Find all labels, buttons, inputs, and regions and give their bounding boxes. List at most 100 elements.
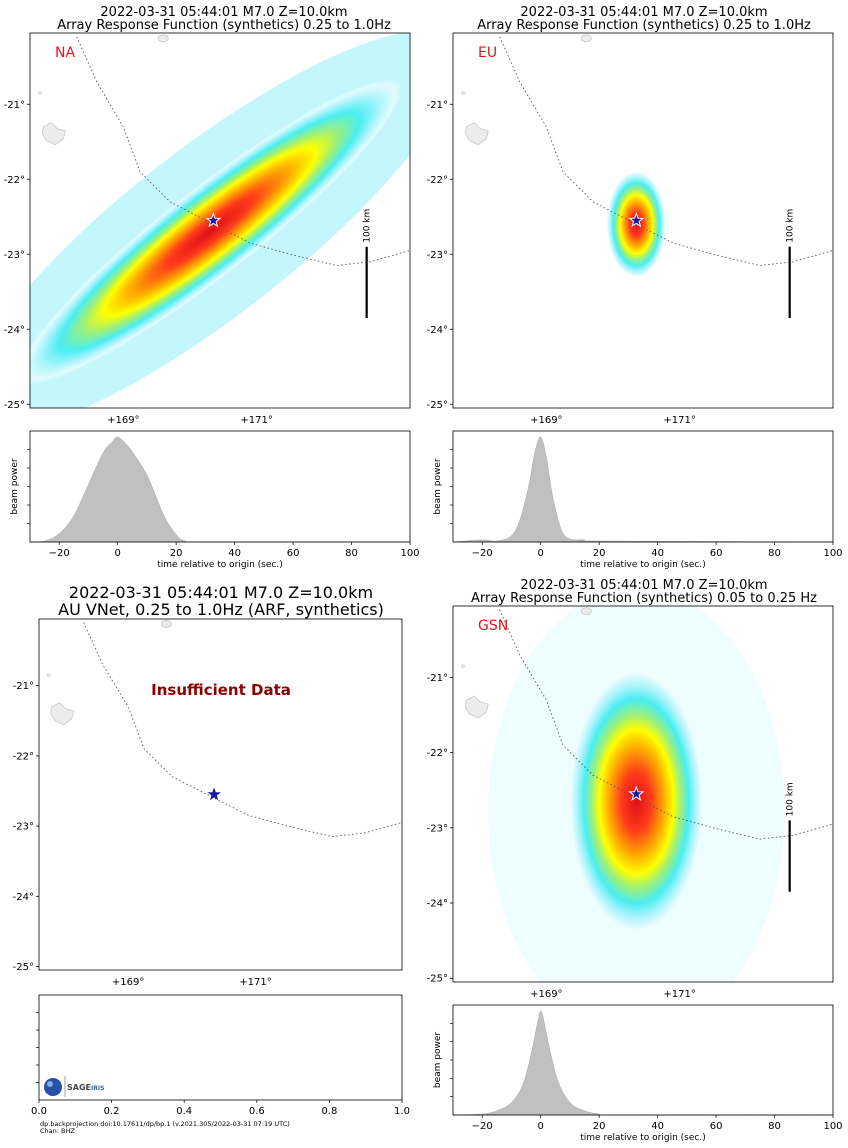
- island-shape: [461, 91, 465, 95]
- beam-x-label: time relative to origin (sec.): [157, 560, 282, 570]
- epicenter-star: [628, 785, 645, 801]
- beam-power-area: [452, 1010, 833, 1116]
- beam-power-area: [29, 436, 410, 543]
- beam-x-tick-label: 40: [651, 1121, 664, 1132]
- panel-title-line2: AU VNet, 0.25 to 1.0Hz (ARF, synthetics): [58, 600, 384, 619]
- array-response-heatmap: [30, 79, 402, 385]
- insufficient-data-label: Insufficient Data: [151, 681, 291, 699]
- map-frame: [29, 32, 411, 409]
- epicenter-star: [628, 212, 645, 228]
- lat-tick-label: -22°: [4, 175, 25, 186]
- island-shape: [160, 620, 172, 628]
- empty-x-tick-label: 0.0: [31, 1106, 47, 1117]
- lat-tick-label: -24°: [4, 325, 25, 336]
- epicenter-star: [207, 787, 221, 801]
- beam-x-tick-label: 100: [823, 548, 842, 559]
- panel-na: 2022-03-31 05:44:01 M7.0 Z=10.0km Array …: [4, 5, 420, 570]
- beam-x-tick-label: 20: [593, 548, 606, 559]
- plate-boundary-line: [499, 609, 833, 840]
- beam-power-plot: −20 0 20 40 60 80 100 beam power time relative t…: [10, 430, 420, 570]
- beam-x-tick-label: 100: [823, 1121, 842, 1132]
- lat-tick-label: -22°: [427, 175, 448, 186]
- sage-logo: SAGE IRIS: [44, 1076, 104, 1097]
- panel-gsn: 2022-03-31 05:44:01 M7.0 Z=10.0km Array …: [427, 578, 843, 1143]
- region-label: NA: [55, 45, 75, 61]
- lon-tick-label: +169°: [107, 415, 139, 426]
- beam-x-tick-label: 0: [538, 1121, 544, 1132]
- beam-x-label: time relative to origin (sec.): [580, 560, 705, 570]
- lat-tick-label: -21°: [13, 681, 34, 692]
- lon-tick-label: +171°: [663, 989, 695, 1000]
- panel-title-line2: Array Response Function (synthetics) 0.2…: [477, 18, 811, 33]
- beam-x-tick-label: 0: [538, 548, 544, 559]
- beam-x-tick-label: 80: [768, 1121, 781, 1132]
- empty-x-tick-label: 1.0: [394, 1106, 410, 1117]
- beam-x-tick-label: 20: [593, 1121, 606, 1132]
- region-label: EU: [478, 45, 497, 61]
- beam-x-tick-label: 0: [115, 548, 121, 559]
- beam-x-tick-label: 60: [287, 548, 300, 559]
- island-shape: [38, 91, 42, 95]
- lat-tick-label: -24°: [427, 899, 448, 910]
- map-panel: 100 km -21° -22° -23° -24° -25° +169° +171° GSN: [427, 605, 834, 1000]
- lat-tick-label: -25°: [4, 400, 25, 411]
- panel-title-line1: 2022-03-31 05:44:01 M7.0 Z=10.0km: [520, 578, 767, 593]
- lon-tick-label: +171°: [240, 415, 272, 426]
- beam-x-tick-label: −20: [472, 548, 493, 559]
- credit-line2: Chan: BHZ: [40, 1127, 75, 1135]
- beam-x-tick-label: 40: [651, 548, 664, 559]
- lat-tick-label: -23°: [427, 250, 448, 261]
- island-shape: [464, 122, 489, 146]
- lat-tick-label: -21°: [427, 673, 448, 684]
- lon-tick-label: +169°: [530, 415, 562, 426]
- lat-tick-label: -24°: [13, 892, 34, 903]
- map-panel: 100 km -21° -22° -23° -24° -25° +169° +171° EU: [427, 32, 834, 426]
- lat-tick-label: -22°: [13, 751, 34, 762]
- logo-text: SAGE: [67, 1083, 91, 1092]
- panel-title-line1: 2022-03-31 05:44:01 M7.0 Z=10.0km: [100, 5, 347, 20]
- beam-frame: [452, 430, 834, 543]
- logo-globe-highlight: [47, 1081, 53, 1087]
- beam-x-tick-label: 60: [710, 548, 723, 559]
- credit-block: dp.backprojection doi:10.17611/dp/bp.1 (…: [40, 1120, 290, 1135]
- empty-x-tick-label: 0.4: [176, 1106, 192, 1117]
- scale-bar-label: 100 km: [363, 209, 373, 243]
- beam-frame: [452, 1004, 834, 1116]
- empty-x-tick-label: 0.2: [104, 1106, 120, 1117]
- map-plot-area: [453, 606, 833, 982]
- panel-title-line2: Array Response Function (synthetics) 0.2…: [57, 18, 391, 33]
- island-shape: [41, 122, 66, 146]
- beam-x-tick-label: 100: [400, 548, 419, 559]
- island-shape: [580, 34, 592, 43]
- lat-tick-label: -25°: [427, 400, 448, 411]
- beam-power-plot: −20 0 20 40 60 80 100 beam power time relative t…: [433, 1004, 843, 1143]
- beam-power-area: [452, 436, 834, 543]
- panel-title-line1: 2022-03-31 05:44:01 M7.0 Z=10.0km: [520, 5, 767, 20]
- plate-boundary-line: [76, 36, 410, 266]
- lat-tick-label: -23°: [4, 250, 25, 261]
- beam-x-tick-label: 60: [710, 1121, 723, 1132]
- map-frame: [38, 618, 403, 971]
- lon-tick-label: +171°: [663, 415, 695, 426]
- lat-tick-label: -22°: [427, 748, 448, 759]
- island-shape: [50, 702, 75, 726]
- panel-title-line1: 2022-03-31 05:44:01 M7.0 Z=10.0km: [69, 583, 373, 602]
- island-shape: [580, 607, 592, 616]
- map-frame: [452, 32, 834, 409]
- lat-tick-label: -24°: [427, 325, 448, 336]
- empty-x-tick-label: 0.6: [249, 1106, 265, 1117]
- map-panel: -21° -22° -23° -24° -25° +169° +171° Insufficie…: [13, 618, 403, 988]
- beam-x-label: time relative to origin (sec.): [580, 1133, 705, 1143]
- beam-y-label: beam power: [433, 1032, 443, 1089]
- beam-y-label: beam power: [10, 458, 20, 515]
- beam-x-tick-label: 80: [768, 548, 781, 559]
- beam-x-tick-label: 40: [228, 548, 241, 559]
- beam-x-tick-label: 20: [170, 548, 183, 559]
- beam-x-tick-label: 80: [345, 548, 358, 559]
- lon-tick-label: +171°: [239, 977, 271, 988]
- lon-tick-label: +169°: [530, 989, 562, 1000]
- lat-tick-label: -21°: [427, 100, 448, 111]
- panel-title-line2: Array Response Function (synthetics) 0.0…: [471, 591, 817, 606]
- map-panel: 100 km -21° -22° -23° -24° -25° +169° +171° NA: [4, 32, 411, 426]
